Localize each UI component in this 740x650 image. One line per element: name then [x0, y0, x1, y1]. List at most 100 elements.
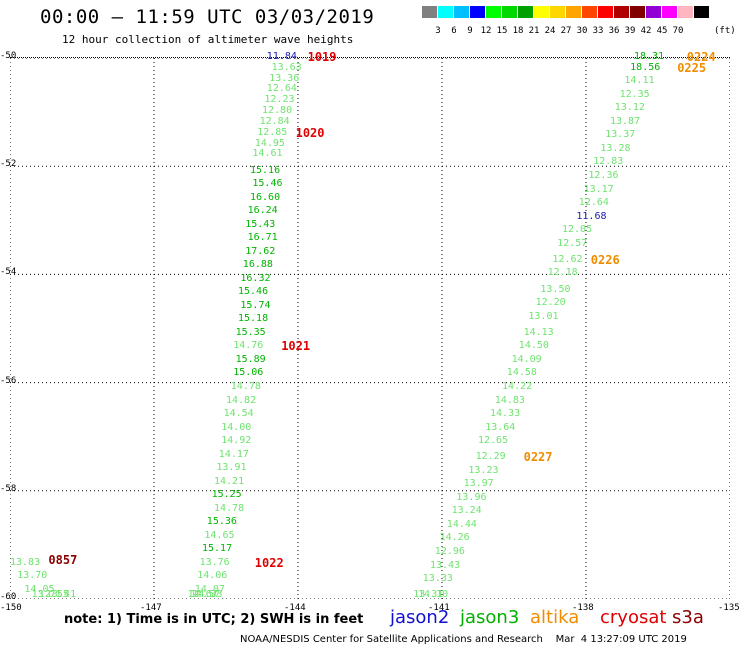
swh-value-label: 15.46 — [238, 286, 269, 298]
swh-value-label: 13.91 — [216, 462, 247, 474]
swh-value-label: 15.43 — [245, 218, 276, 230]
swh-value-label: 14.65 — [204, 529, 235, 541]
colorbar-label: 70 — [672, 26, 684, 36]
pass-time-label: 0226 — [590, 252, 620, 267]
swh-value-label: 15.36 — [206, 516, 237, 528]
swh-value-label: 11.84 — [266, 51, 297, 62]
pass-time-label: 0857 — [48, 553, 78, 568]
colorbar-label: 24 — [544, 26, 556, 36]
swh-value-label: 14.95 — [254, 137, 285, 149]
swh-value-label: 13.71 — [31, 589, 62, 600]
longitude-label: -135 — [718, 603, 740, 613]
swh-value-label: 13.50 — [540, 283, 571, 295]
colorbar-swatch — [518, 6, 533, 18]
colorbar-swatch — [550, 6, 565, 18]
swh-value-label: 12.55 — [38, 589, 69, 600]
longitude-label: -147 — [140, 603, 162, 613]
colorbar-label: 30 — [576, 26, 588, 36]
swh-value-label: 12.84 — [259, 115, 290, 127]
swh-value-label: 14.07 — [194, 583, 225, 595]
longitude-label: -141 — [428, 603, 450, 613]
swh-value-label: 13.64 — [485, 421, 516, 433]
swh-value-label: 12.20 — [535, 297, 566, 309]
swh-value-label: 14.17 — [218, 448, 249, 460]
colorbar-label: 12 — [480, 26, 492, 36]
swh-value-label: 14.78 — [230, 381, 261, 392]
swh-value-label: 15.74 — [240, 299, 271, 311]
latitude-label: -56 — [0, 375, 17, 386]
latitude-label: -52 — [0, 159, 17, 170]
longitude-label: -150 — [0, 603, 22, 613]
legend-s3a: s3a — [672, 607, 704, 628]
swh-value-label: 14.33 — [490, 408, 521, 420]
colorbar-swatch — [582, 6, 597, 18]
footer-note: note: 1) Time is in UTC; 2) SWH is in fe… — [64, 612, 364, 627]
colorbar-swatch — [598, 6, 613, 18]
swh-value-label: 13.12 — [614, 102, 645, 114]
colorbar-swatch — [486, 6, 501, 18]
swh-value-label: 16.24 — [247, 205, 278, 217]
swh-value-label: 14.05 — [24, 583, 55, 595]
swh-value-label: 15.35 — [235, 326, 266, 338]
swh-value-label: 14.67 — [187, 589, 218, 600]
swh-value-label: 12.64 — [578, 197, 609, 209]
swh-value-label: 12.05 — [562, 224, 593, 236]
colorbar-label: 9 — [467, 26, 473, 36]
swh-value-label: 12.18 — [547, 267, 578, 279]
colorbar-swatch — [566, 6, 581, 18]
swh-value-label: 16.60 — [250, 191, 281, 203]
swh-value-label: 14.54 — [223, 408, 254, 420]
swh-value-label: 13.28 — [600, 142, 631, 154]
swh-value-label: 14.33 — [192, 589, 223, 600]
latitude-label: -54 — [0, 267, 17, 278]
swh-value-label: 17.62 — [245, 245, 276, 257]
colorbar-label: 15 — [496, 26, 508, 36]
colorbar-label: 36 — [608, 26, 620, 36]
swh-value-label: 15.46 — [252, 178, 283, 190]
colorbar-label: 27 — [560, 26, 572, 36]
swh-value-label: 13.70 — [17, 570, 48, 582]
colorbar-label: 42 — [640, 26, 652, 36]
swh-value-label: 13.24 — [451, 505, 482, 517]
colorbar-swatch — [454, 6, 469, 18]
pass-time-label: 1020 — [295, 125, 325, 140]
swh-value-label: 15.25 — [211, 489, 242, 501]
swh-value-label: 13.63 — [271, 61, 302, 73]
swh-value-label: 12.36 — [588, 170, 619, 182]
colorbar-swatch — [614, 6, 629, 18]
swh-value-label: 14.92 — [221, 435, 252, 447]
swh-value-label: 16.71 — [247, 232, 278, 244]
latitude-label: -50 — [0, 51, 17, 61]
swh-value-label: 14.06 — [197, 570, 228, 582]
colorbar-swatch — [422, 6, 437, 18]
swh-value-label: 13.23 — [468, 464, 499, 476]
pass-time-label: 0227 — [523, 450, 553, 465]
swh-value-label: 14.09 — [511, 353, 542, 365]
swh-value-label: 15.16 — [250, 164, 281, 176]
swh-value-label: 12.85 — [257, 126, 288, 138]
pass-time-label: 1022 — [254, 555, 284, 570]
swh-value-label: 11.68 — [576, 210, 607, 222]
swh-value-label: 14.76 — [233, 340, 264, 352]
pass-time-label: 0225 — [677, 60, 707, 75]
colorbar-swatch — [502, 6, 517, 18]
swh-value-label: 12.23 — [264, 94, 295, 106]
swh-value-label: 13.17 — [583, 183, 614, 195]
swh-value-label: 12.80 — [262, 105, 293, 117]
colorbar-label: 39 — [624, 26, 636, 36]
swh-value-label: 13.43 — [430, 559, 461, 571]
swh-value-label: 14.58 — [506, 367, 537, 379]
swh-value-label: 13.01 — [528, 310, 559, 322]
colorbar-swatch — [438, 6, 453, 18]
colorbar-swatch — [646, 6, 661, 18]
swh-value-label: 14.13 — [523, 326, 554, 338]
swh-value-label: 12.96 — [434, 546, 465, 557]
latitude-label: -60 — [0, 592, 17, 602]
swh-value-label: 12.35 — [619, 88, 650, 100]
legend-jason2: jason2 — [390, 607, 450, 628]
page-title: 00:00 – 11:59 UTC 03/03/2019 — [40, 6, 375, 28]
colorbar-label: 3 — [435, 26, 441, 36]
swh-value-label: 18.56 — [630, 61, 661, 73]
colorbar-label: 6 — [451, 26, 457, 36]
latitude-label: -58 — [0, 483, 17, 494]
